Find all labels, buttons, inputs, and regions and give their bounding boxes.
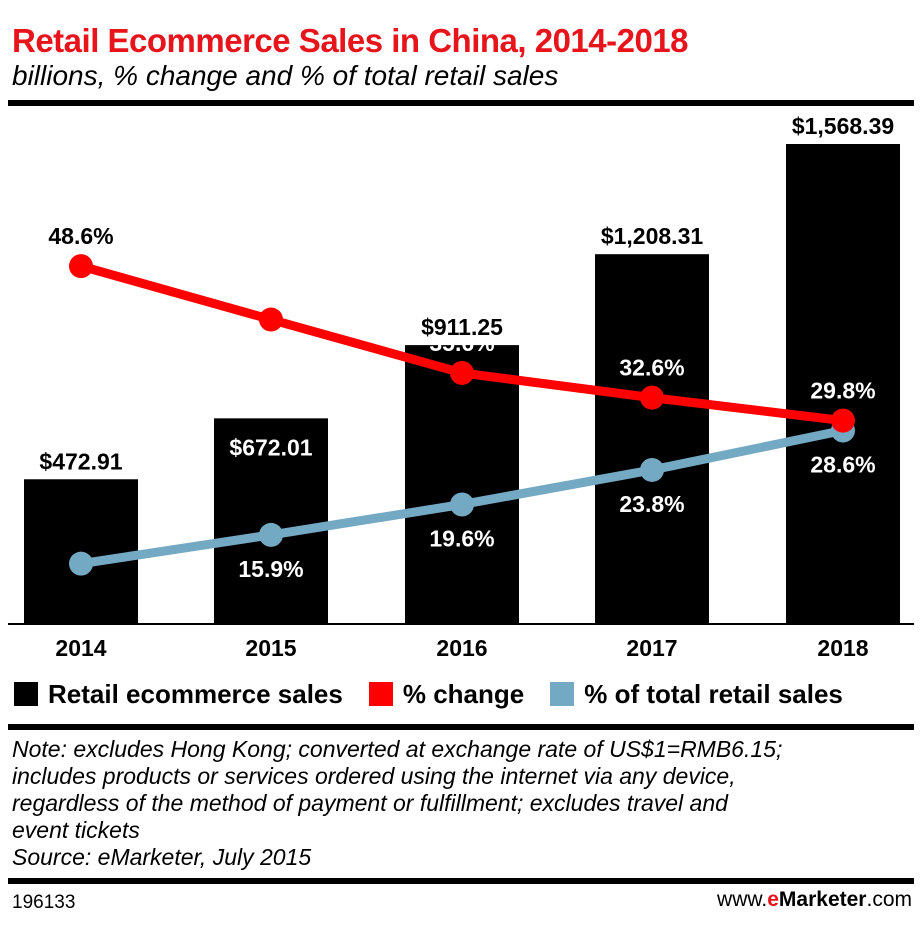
brand-name: Marketer — [778, 888, 867, 911]
legend-swatch-change — [368, 682, 393, 706]
note-line: regardless of the method of payment or f… — [12, 790, 728, 816]
change-point — [640, 385, 664, 410]
bar-value-label: $1,208.31 — [601, 223, 704, 249]
bar-value-label: $911.25 — [421, 314, 503, 340]
bar — [405, 345, 519, 624]
legend-swatch-sales — [14, 682, 38, 706]
change-label: 35.6% — [429, 330, 494, 356]
share-point — [640, 457, 664, 482]
brand-e: e — [767, 888, 779, 911]
legend-item-share: % of total retail sales — [550, 679, 843, 710]
bar — [595, 254, 709, 624]
change-point — [831, 408, 855, 433]
x-tick-label: 2016 — [436, 635, 487, 661]
bar-value-label: $472.91 — [39, 448, 122, 474]
top-divider — [8, 100, 914, 106]
legend-item-change: % change — [368, 678, 525, 710]
chart-note: Note: excludes Hong Kong; converted at e… — [12, 736, 912, 871]
share-point — [450, 492, 474, 517]
change-label: 42.1% — [238, 277, 303, 303]
share-label: 12.4% — [48, 585, 113, 611]
bar — [786, 144, 900, 624]
brand-link[interactable]: www.eMarketer.com — [717, 888, 912, 912]
legend-label-sales: Retail ecommerce sales — [48, 678, 343, 709]
bottom-divider — [8, 878, 914, 884]
bar-value-label: $672.01 — [229, 434, 312, 460]
note-line: Note: excludes Hong Kong; converted at e… — [12, 736, 783, 762]
change-point — [450, 360, 474, 385]
bar-value-label: $1,568.39 — [792, 113, 894, 139]
chart-subtitle: billions, % change and % of total retail… — [12, 60, 559, 91]
legend: Retail ecommerce sales % change % of tot… — [14, 676, 843, 712]
change-label: 48.6% — [48, 223, 113, 249]
share-label: 15.9% — [238, 556, 303, 582]
x-tick-label: 2014 — [55, 635, 106, 661]
chart-id: 196133 — [12, 892, 76, 913]
note-line: includes products or services ordered us… — [12, 763, 736, 789]
change-label: 29.8% — [810, 378, 875, 404]
chart-title: Retail Ecommerce Sales in China, 2014-20… — [12, 22, 689, 59]
change-point — [259, 307, 283, 332]
bar — [214, 418, 328, 624]
chart-area: $472.91 $672.01 $911.25 $1,208.31 $1,568.39 4… — [8, 113, 914, 661]
brand-suffix: .com — [866, 888, 912, 911]
middle-divider — [8, 724, 914, 730]
bar — [24, 479, 138, 624]
legend-item-sales: Retail ecommerce sales — [14, 679, 343, 710]
legend-label-change: % change — [402, 678, 525, 709]
share-label: 23.8% — [619, 491, 684, 517]
x-tick-label: 2018 — [817, 635, 868, 661]
share-point — [259, 522, 283, 547]
source-line: Source: eMarketer, July 2015 — [12, 844, 312, 870]
change-label: 32.6% — [619, 355, 684, 381]
legend-swatch-share — [550, 682, 575, 706]
change-point — [69, 254, 93, 279]
note-line: event tickets — [12, 817, 140, 843]
x-tick-label: 2017 — [626, 635, 677, 661]
share-point — [69, 551, 93, 576]
share-label: 19.6% — [429, 525, 494, 551]
brand-prefix: www. — [717, 888, 768, 911]
share-label: 28.6% — [810, 452, 875, 478]
legend-label-share: % of total retail sales — [584, 678, 843, 709]
x-tick-label: 2015 — [245, 635, 296, 661]
